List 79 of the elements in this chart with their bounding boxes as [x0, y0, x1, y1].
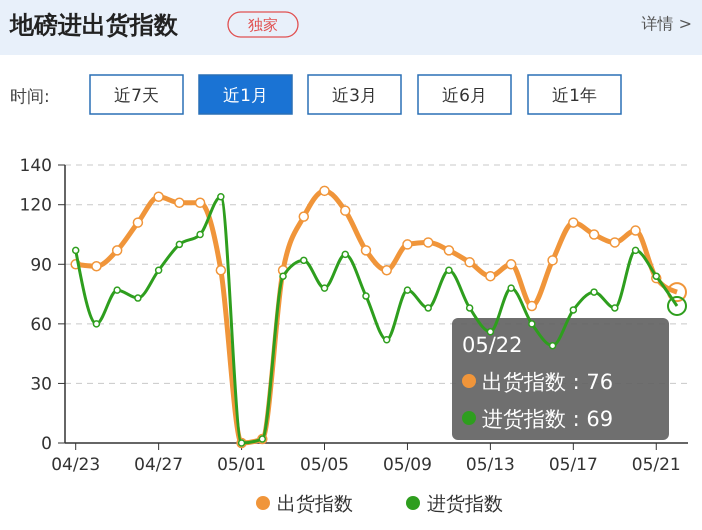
x-tick-label: 05/21: [632, 455, 681, 475]
point: [279, 272, 287, 280]
point: [342, 250, 349, 258]
point: [300, 256, 308, 264]
y-tick-label: 30: [30, 374, 52, 394]
text: 近1月: [223, 86, 268, 106]
point: [360, 245, 372, 256]
text: 近3月: [332, 86, 377, 106]
point: [445, 266, 453, 274]
point: [464, 257, 475, 268]
point: [526, 300, 538, 312]
point: [362, 292, 370, 300]
text: 近6月: [442, 86, 487, 106]
text: 近1年: [552, 86, 597, 106]
point: [153, 192, 164, 202]
point: [485, 270, 496, 282]
annotation: 进货指数 : 69: [482, 407, 614, 431]
point: [570, 306, 578, 314]
legend-label: 出货指数: [277, 493, 353, 515]
legend-label: 进货指数: [427, 493, 503, 515]
point: [611, 304, 619, 312]
point: [507, 284, 515, 292]
point: [568, 217, 579, 228]
point: [91, 261, 102, 272]
point: [590, 288, 598, 296]
point: [588, 229, 600, 240]
chart-title: 地磅进出货指数: [9, 11, 179, 39]
annotation: 05/22: [462, 333, 523, 357]
text: 近7天: [114, 86, 159, 106]
point: [132, 217, 144, 228]
y-tick-label: 120: [20, 196, 52, 216]
point: [404, 286, 412, 294]
point: [340, 205, 350, 216]
point: [154, 266, 162, 274]
badge: 独家: [227, 11, 299, 38]
x-tick-label: 05/17: [548, 455, 598, 475]
y-tick-label: 0: [41, 434, 52, 454]
point: [610, 237, 620, 248]
point: [298, 211, 310, 222]
x-tick-label: 04/27: [134, 455, 184, 475]
point: [72, 246, 80, 254]
point: [632, 246, 640, 254]
point: [652, 272, 660, 280]
x-tick-label: 05/09: [382, 455, 432, 475]
point: [424, 304, 432, 312]
text: 详情 >: [642, 14, 692, 33]
point: [92, 320, 100, 328]
x-tick-label: 05/05: [300, 455, 350, 475]
point: [466, 304, 474, 312]
point: [216, 264, 226, 276]
point: [176, 240, 184, 248]
x-tick-label: 05/01: [217, 455, 266, 475]
point: [630, 225, 641, 236]
point: [381, 264, 392, 276]
point: [382, 336, 390, 344]
point: [174, 197, 185, 208]
point: [402, 239, 413, 250]
point: [506, 259, 516, 270]
point: [113, 286, 121, 294]
text: 时间:: [10, 87, 50, 107]
point: [444, 245, 454, 256]
point: [486, 328, 494, 336]
x-tick-label: 04/23: [51, 455, 100, 475]
annotation: 出货指数 : 76: [482, 370, 614, 394]
point: [194, 197, 206, 208]
y-tick-label: 140: [20, 156, 52, 176]
point: [196, 230, 204, 238]
point: [528, 320, 536, 328]
y-tick-label: 60: [30, 314, 52, 335]
point: [320, 284, 328, 292]
point: [134, 294, 142, 302]
y-tick-label: 90: [30, 255, 52, 276]
x-tick-label: 05/13: [466, 455, 515, 475]
point: [547, 255, 558, 266]
point: [217, 193, 225, 201]
point: [112, 245, 122, 256]
point: [548, 342, 556, 350]
point: [319, 186, 330, 196]
point: [422, 237, 434, 248]
